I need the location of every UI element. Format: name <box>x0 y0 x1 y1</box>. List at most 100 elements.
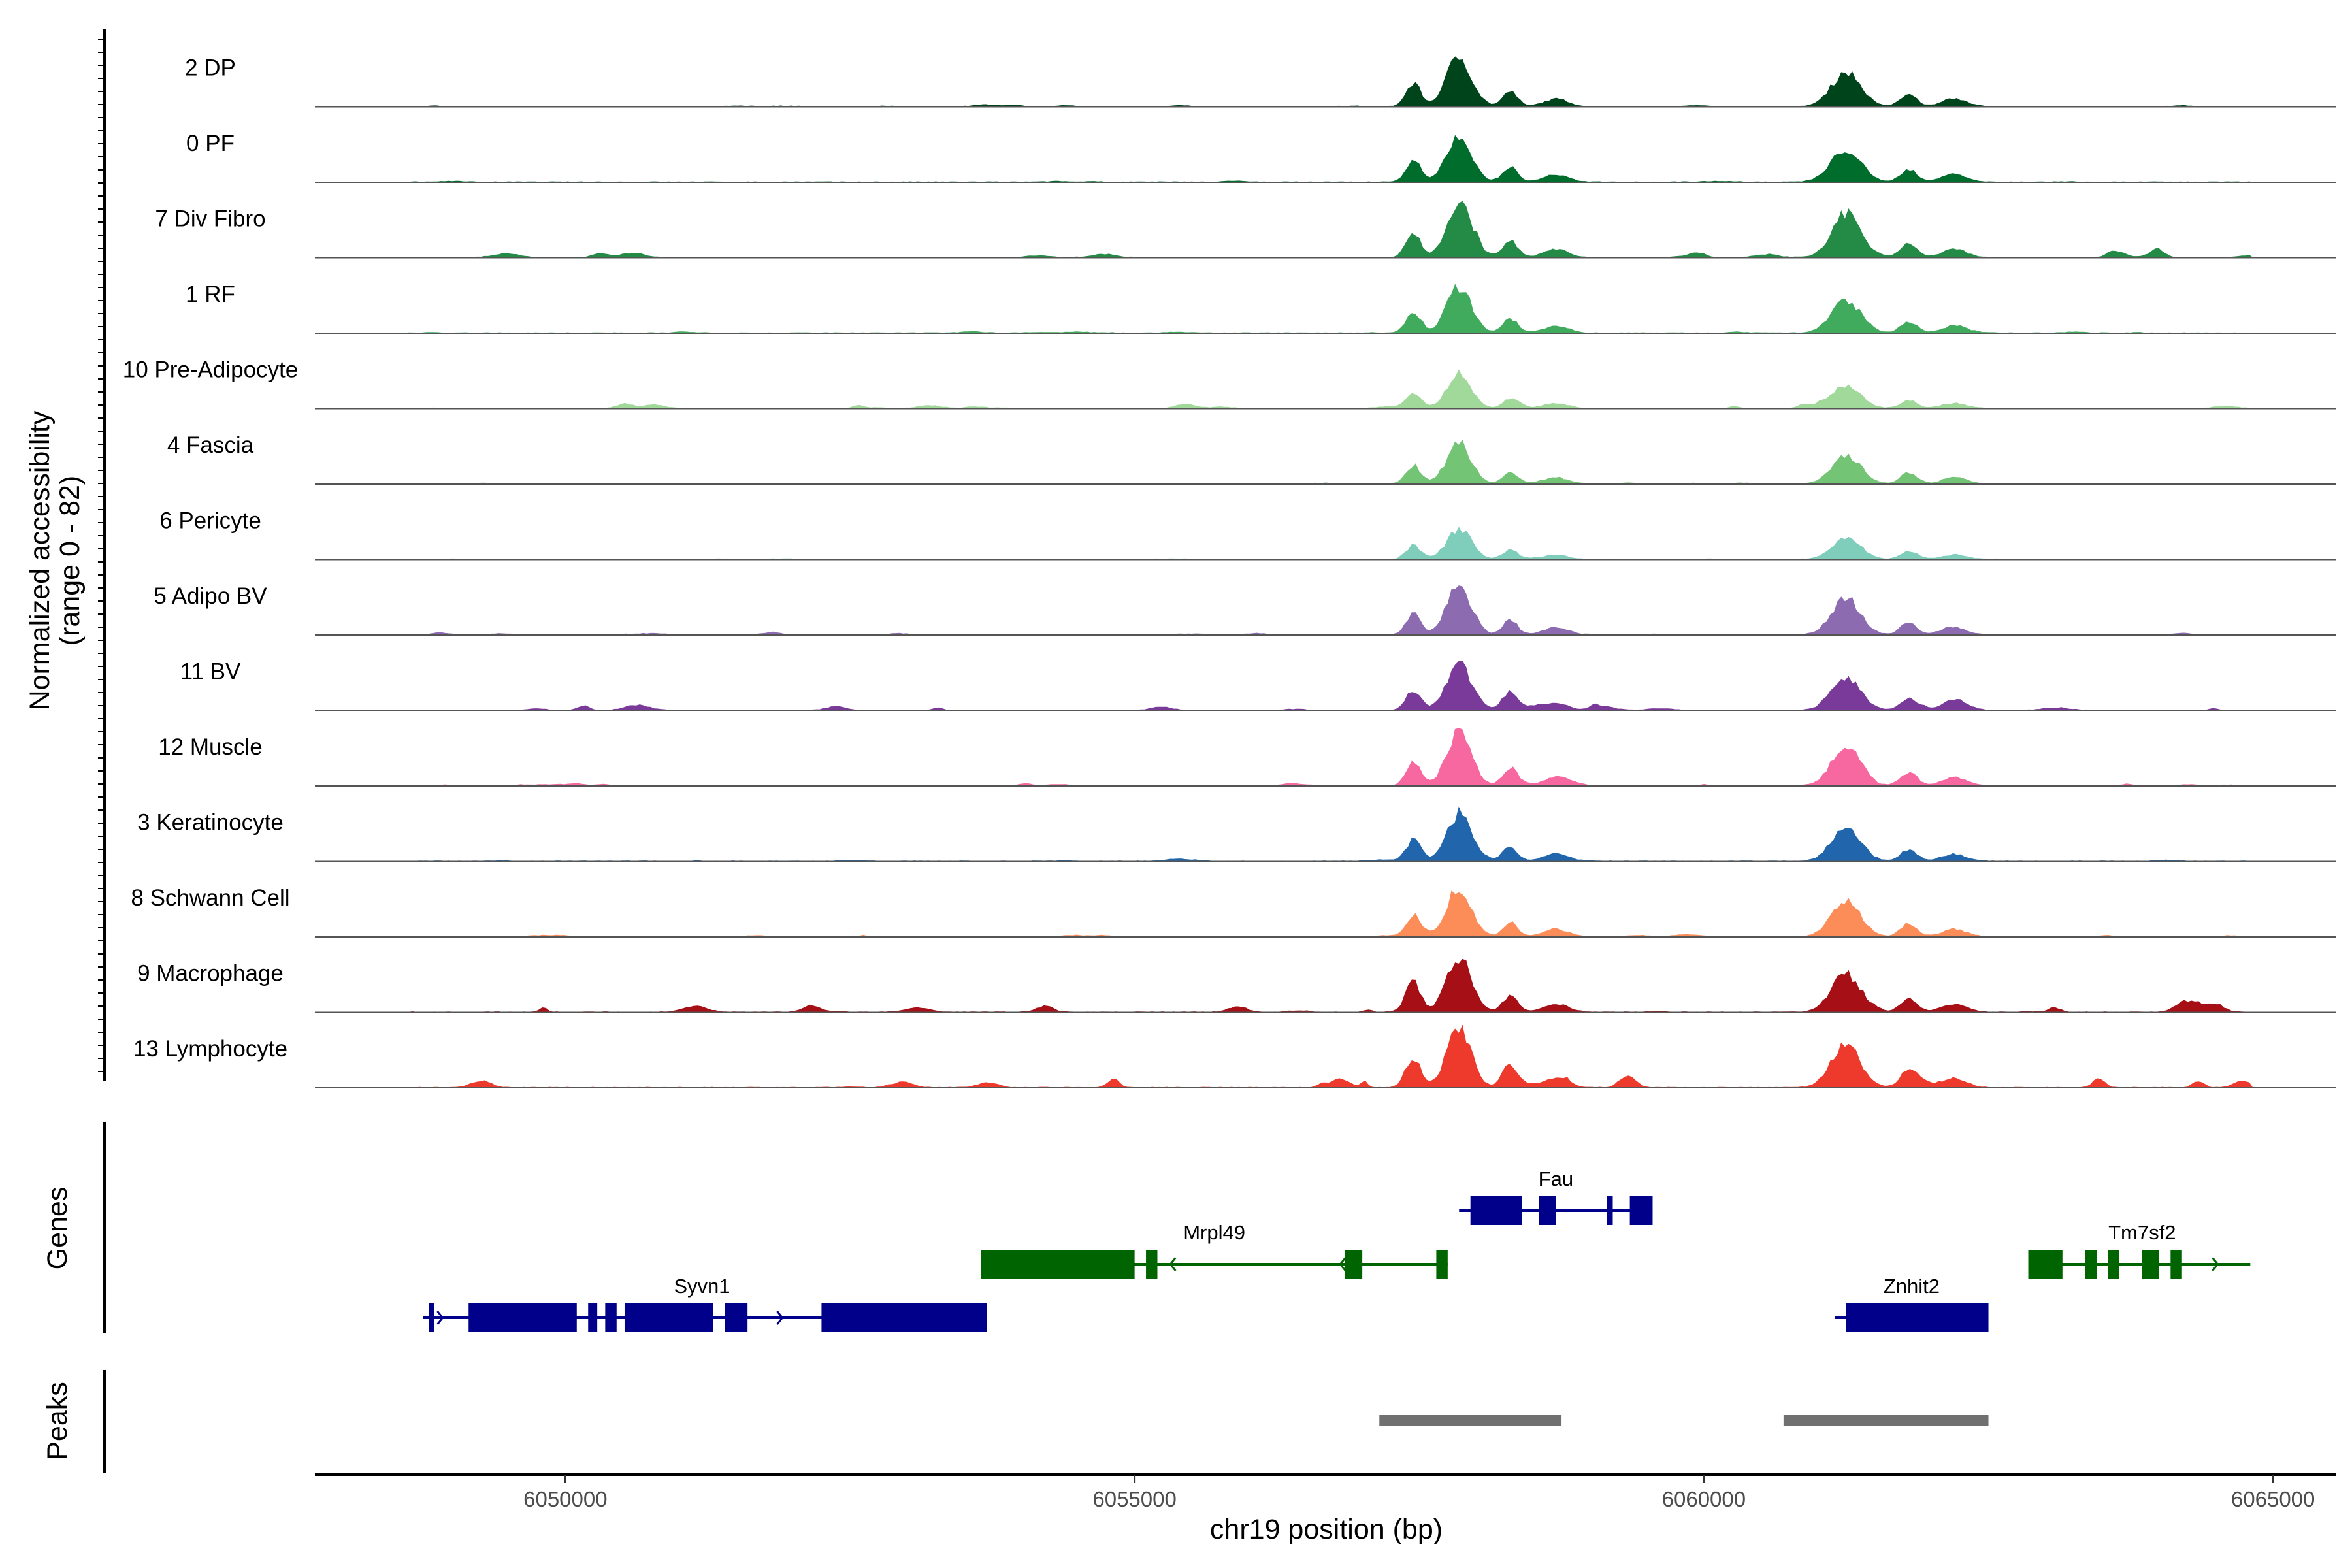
gene-mrpl49: Mrpl49 <box>981 1221 1448 1279</box>
x-axis-tick-label: 6060000 <box>1662 1487 1746 1511</box>
gene-exon <box>1539 1196 1556 1225</box>
coverage-area <box>315 728 2336 787</box>
coverage-area <box>315 890 2336 938</box>
strand-arrow <box>946 1311 954 1325</box>
track-label: 13 Lymphocyte <box>133 1036 287 1062</box>
gene-exon <box>2142 1250 2159 1279</box>
y-axis-title-group: Normalized accessibility (range 0 - 82) <box>24 410 86 710</box>
gene-exon <box>2108 1250 2119 1279</box>
gene-label: Fau <box>1539 1168 1573 1190</box>
coverage-area <box>315 806 2336 862</box>
track-label: 1 RF <box>186 282 235 307</box>
coverage-area <box>315 958 2336 1013</box>
gene-exon <box>1629 1196 1653 1225</box>
strand-arrow <box>2042 1257 2050 1271</box>
gene-exon <box>2028 1250 2063 1279</box>
peak-region <box>1783 1415 1989 1426</box>
x-axis-tick-label: 6055000 <box>1092 1487 1176 1511</box>
coverage-area <box>315 661 2336 711</box>
x-axis-tick-label: 6050000 <box>523 1487 607 1511</box>
coverage-area <box>315 284 2336 334</box>
x-axis-tick-label: 6065000 <box>2231 1487 2315 1511</box>
track-12: 8 Schwann Cell <box>131 885 2336 938</box>
strand-arrow <box>606 1311 614 1325</box>
coverage-tracks: 2 DP 0 PF 7 Div Fibro 1 RF 10 Pre-Adipocyte 4… <box>123 56 2336 1088</box>
y-axis-range-label: (range 0 - 82) <box>54 476 86 646</box>
track-label: 11 BV <box>180 659 241 685</box>
track-14: 13 Lymphocyte <box>133 1024 2336 1088</box>
peak-region <box>1379 1415 1562 1426</box>
track-11: 3 Keratinocyte <box>137 806 2336 862</box>
y-axis-title: Normalized accessibility <box>24 410 56 710</box>
track-label: 0 PF <box>186 131 235 156</box>
genes-panel-label: Genes <box>42 1187 73 1270</box>
track-label: 7 Div Fibro <box>155 206 265 232</box>
track-8: 5 Adipo BV <box>154 583 2336 636</box>
track-label: 5 Adipo BV <box>154 583 267 609</box>
gene-exon <box>981 1250 1135 1279</box>
gene-exon <box>605 1303 617 1332</box>
track-label: 4 Fascia <box>167 433 254 458</box>
strand-arrow <box>2212 1257 2219 1271</box>
strand-arrow <box>1848 1311 1856 1325</box>
track-9: 11 BV <box>180 659 2336 711</box>
track-label: 9 Macrophage <box>137 961 284 987</box>
gene-tm7sf2: Tm7sf2 <box>2028 1221 2251 1279</box>
gene-exon <box>821 1303 987 1332</box>
track-6: 4 Fascia <box>167 433 2336 485</box>
track-label: 6 Pericyte <box>159 508 261 534</box>
coverage-area <box>315 135 2336 183</box>
gene-syvn1: Syvn1 <box>423 1275 987 1332</box>
coverage-area <box>315 585 2336 636</box>
y-axis <box>98 29 106 1081</box>
gene-exon <box>2170 1250 2182 1279</box>
gene-exon <box>1436 1250 1448 1279</box>
strand-arrow <box>1169 1257 1177 1271</box>
x-axis: chr19 position (bp) 6050000 6055000 606000… <box>315 1473 2336 1545</box>
coverage-area <box>315 527 2336 561</box>
gene-exon <box>588 1303 598 1332</box>
gene-exon <box>429 1303 434 1332</box>
gene-exon <box>725 1303 748 1332</box>
strand-arrow <box>1339 1257 1347 1271</box>
gene-exon <box>624 1303 713 1332</box>
track-label: 12 Muscle <box>158 734 263 760</box>
gene-label: Mrpl49 <box>1183 1221 1245 1244</box>
gene-exon <box>468 1303 577 1332</box>
track-3: 7 Div Fibro <box>155 201 2336 259</box>
coverage-area <box>315 56 2336 108</box>
coverage-area <box>315 369 2336 410</box>
gene-label: Syvn1 <box>674 1275 730 1298</box>
track-5: 10 Pre-Adipocyte <box>123 357 2336 410</box>
coverage-area <box>315 1024 2336 1088</box>
gene-label: Tm7sf2 <box>2108 1221 2176 1244</box>
track-label: 3 Keratinocyte <box>137 810 284 836</box>
gene-exon <box>1607 1196 1613 1225</box>
track-1: 2 DP <box>185 56 2336 108</box>
track-label: 10 Pre-Adipocyte <box>123 357 298 383</box>
gene-exon <box>2085 1250 2097 1279</box>
strand-arrow <box>999 1257 1007 1271</box>
track-7: 6 Pericyte <box>159 508 2336 561</box>
track-10: 12 Muscle <box>158 728 2336 787</box>
gene-exon <box>1146 1250 1158 1279</box>
gene-label: Znhit2 <box>1884 1275 1940 1298</box>
gene-fau: Fau <box>1459 1168 1653 1225</box>
track-2: 0 PF <box>186 131 2336 183</box>
track-label: 8 Schwann Cell <box>131 885 289 911</box>
coverage-area <box>315 201 2336 259</box>
x-axis-title: chr19 position (bp) <box>1210 1514 1443 1545</box>
coverage-area <box>315 439 2336 485</box>
track-4: 1 RF <box>186 282 2336 334</box>
peaks-panel: Peaks <box>42 1370 1989 1473</box>
strand-arrow <box>776 1311 784 1325</box>
gene-znhit2: Znhit2 <box>1835 1275 1989 1332</box>
gene-exon <box>1345 1250 1363 1279</box>
track-label: 2 DP <box>185 56 236 81</box>
strand-arrow <box>436 1311 444 1325</box>
genes-panel: Genes Syvn1 Mrpl49 Fau Znhit2 Tm7sf2 <box>42 1122 2251 1333</box>
track-13: 9 Macrophage <box>137 958 2336 1013</box>
gene-exon <box>1846 1303 1989 1332</box>
peaks-panel-label: Peaks <box>42 1382 73 1460</box>
